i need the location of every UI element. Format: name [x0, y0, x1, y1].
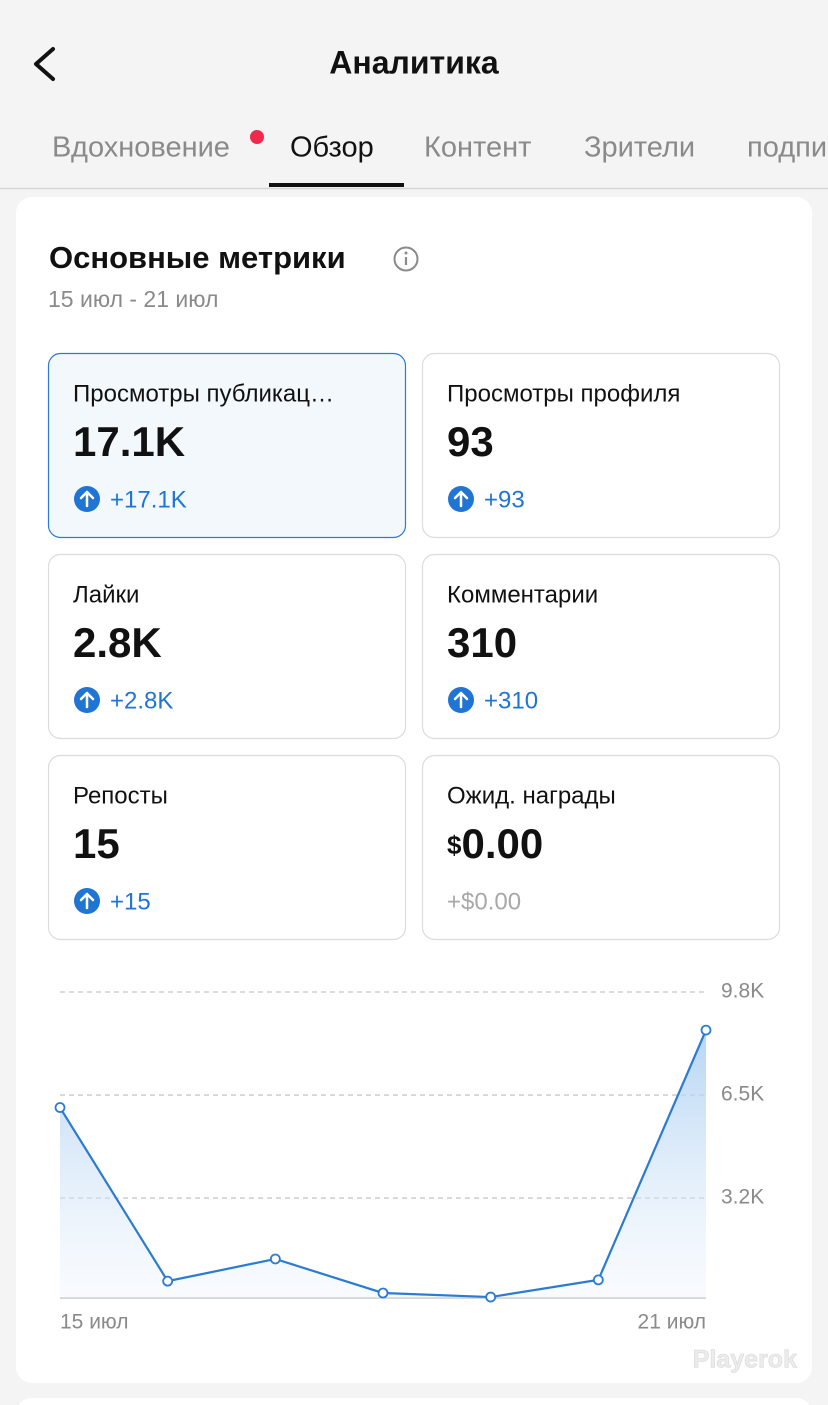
next-card — [18, 1398, 810, 1405]
tab[interactable]: Вдохновение — [52, 132, 230, 164]
metric-value: 15 — [73, 820, 120, 867]
date-range: 15 июл - 21 июл — [48, 286, 218, 312]
metric-card[interactable] — [47, 553, 407, 740]
tab[interactable]: подпи — [747, 132, 827, 164]
metric-label: Лайки — [73, 581, 139, 608]
y-tick-label: 3.2K — [721, 1186, 764, 1209]
metric-value: 93 — [447, 418, 494, 465]
metric-value: $0.00 — [447, 820, 543, 867]
area-fill — [60, 1030, 706, 1298]
metric-card[interactable] — [421, 754, 781, 941]
point — [269, 1253, 281, 1265]
x-tick-label: 15 июл — [60, 1311, 128, 1334]
metric-label: Ожид. награды — [447, 782, 616, 809]
up-arrow — [79, 490, 95, 508]
tab[interactable]: Обзор — [290, 132, 374, 164]
tab[interactable]: Зрители — [584, 132, 695, 164]
metric-card[interactable] — [47, 352, 407, 539]
metric-currency: $ — [447, 830, 462, 860]
page-title: Аналитика — [329, 44, 499, 80]
metric-label: Просмотры публикац… — [73, 380, 334, 407]
metric-label: Комментарии — [447, 581, 598, 608]
up-arrow — [79, 892, 95, 910]
point — [377, 1287, 389, 1299]
metric-label: Репосты — [73, 782, 168, 809]
metric-value: 310 — [447, 619, 517, 666]
watermark: Playerok — [693, 1346, 797, 1374]
section-title: Основные метрики — [49, 240, 346, 275]
active-tab-indicator — [269, 183, 404, 187]
info-icon[interactable] — [393, 246, 419, 272]
point — [54, 1102, 66, 1113]
metric-card[interactable] — [421, 352, 781, 539]
metric-change: +2.8K — [110, 687, 173, 714]
up-arrow — [453, 691, 469, 709]
metric-change: +15 — [110, 888, 151, 915]
metric-change: +310 — [484, 687, 538, 714]
metric-change: +93 — [484, 486, 525, 513]
metric-amount: 0.00 — [461, 820, 543, 867]
metric-card[interactable] — [47, 754, 407, 941]
point — [592, 1274, 604, 1286]
point — [485, 1291, 497, 1303]
y-tick-label: 6.5K — [721, 1083, 764, 1106]
point — [700, 1024, 712, 1036]
metric-value: 17.1K — [73, 418, 185, 465]
notification-dot — [250, 130, 264, 144]
x-tick-label: 21 июл — [638, 1311, 706, 1334]
point — [162, 1275, 174, 1287]
metric-card[interactable] — [421, 553, 781, 740]
up-arrow — [453, 490, 469, 508]
up-arrow — [79, 691, 95, 709]
metric-change: +17.1K — [110, 486, 187, 513]
metric-value: 2.8K — [73, 619, 162, 666]
tab[interactable]: Контент — [424, 132, 531, 164]
info-icon-dot — [404, 251, 408, 255]
back-button[interactable] — [34, 47, 55, 81]
metric-label: Просмотры профиля — [447, 380, 680, 407]
metric-change: +$0.00 — [447, 888, 521, 915]
y-tick-label: 9.8K — [721, 980, 764, 1003]
